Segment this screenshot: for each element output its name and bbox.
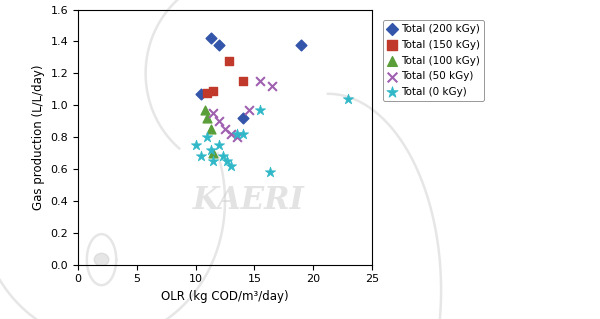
Total (0 kGy) [256,108,265,113]
Total (150 kGy) [208,88,218,93]
Total (200 kGy) [197,92,206,97]
Total (0 kGy) [214,143,224,148]
Total (50 kGy) [220,127,230,132]
Total (0 kGy) [226,163,236,168]
Total (0 kGy) [265,170,274,175]
Total (100 kGy) [200,108,210,113]
Total (150 kGy) [238,79,247,84]
Total (0 kGy) [197,154,206,159]
Total (200 kGy) [214,42,224,47]
Total (100 kGy) [206,127,215,132]
Total (50 kGy) [267,84,277,89]
Total (50 kGy) [244,108,253,113]
Total (0 kGy) [238,131,247,137]
Total (50 kGy) [214,119,224,124]
Total (0 kGy) [206,147,215,152]
Total (0 kGy) [218,154,227,159]
Total (0 kGy) [232,131,242,137]
Total (150 kGy) [203,90,212,95]
Total (100 kGy) [203,115,212,121]
Total (150 kGy) [224,58,233,63]
Total (200 kGy) [206,36,215,41]
Legend: Total (200 kGy), Total (150 kGy), Total (100 kGy), Total (50 kGy), Total (0 kGy): Total (200 kGy), Total (150 kGy), Total … [383,20,484,101]
Total (0 kGy) [208,159,218,164]
Total (50 kGy) [208,111,218,116]
Total (0 kGy) [203,135,212,140]
Total (0 kGy) [223,159,232,164]
Text: KAERI: KAERI [193,185,304,217]
Total (50 kGy) [226,131,236,137]
Total (100 kGy) [208,151,218,156]
Total (0 kGy) [344,96,353,101]
Circle shape [94,253,109,266]
Total (50 kGy) [232,135,242,140]
Total (200 kGy) [238,115,247,121]
Total (0 kGy) [191,143,200,148]
X-axis label: OLR (kg COD/m³/day): OLR (kg COD/m³/day) [161,290,289,303]
Y-axis label: Gas production (L/L/day): Gas production (L/L/day) [32,64,45,210]
Total (50 kGy) [256,79,265,84]
Total (200 kGy) [296,42,306,47]
